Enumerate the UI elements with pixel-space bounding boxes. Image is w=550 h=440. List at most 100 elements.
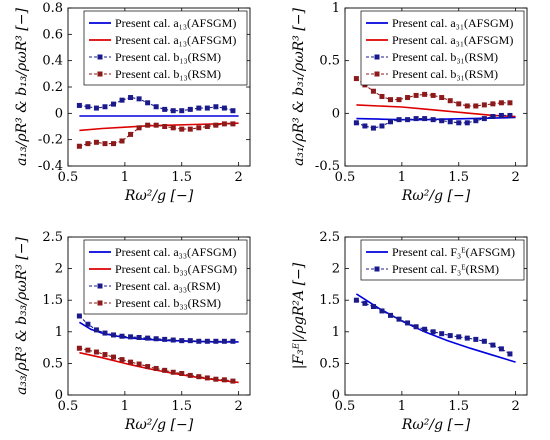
y-tick-label: 2.5 [42, 230, 63, 245]
legend-marker [374, 54, 380, 60]
data-point [204, 375, 210, 381]
data-point [145, 100, 151, 106]
data-point [456, 334, 462, 340]
data-point [473, 103, 479, 109]
x-axis-label: Rω²/g [−] [124, 417, 194, 433]
data-point [388, 312, 393, 318]
legend-label: Present cal. a₃₃(RSM) [115, 279, 220, 293]
data-point [481, 338, 487, 344]
data-point [119, 357, 125, 363]
data-point [170, 125, 176, 131]
data-point [430, 117, 436, 123]
data-point [396, 316, 402, 322]
y-tick-label: 0.5 [319, 356, 340, 371]
y-tick-label: 1 [332, 325, 340, 340]
data-point [111, 354, 116, 360]
data-point [179, 371, 185, 377]
legend: Present cal. a₃₃(AFSGM) Present cal. b₃₃(… [83, 239, 248, 315]
plot-area [353, 293, 516, 363]
x-tick-label: 1 [121, 170, 129, 185]
legend-marker [374, 71, 380, 77]
plot-frame [344, 7, 528, 167]
data-point [507, 100, 513, 106]
data-point [221, 377, 227, 383]
x-tick-label: 2 [234, 170, 242, 185]
data-point [153, 336, 159, 342]
data-point [93, 327, 99, 333]
data-point [111, 101, 116, 107]
legend-box [83, 239, 248, 315]
data-point [170, 337, 176, 343]
x-tick-label: 1.5 [171, 399, 192, 414]
plot-area [76, 313, 239, 384]
data-point [187, 372, 193, 378]
data-point [93, 105, 99, 111]
data-point [93, 139, 99, 145]
data-point [213, 122, 219, 128]
y-tick-label: -0.4 [38, 159, 63, 174]
data-point [136, 125, 142, 131]
data-point [422, 116, 428, 122]
data-point [119, 97, 125, 103]
data-point [439, 331, 445, 337]
legend-entry: Present cal. b₃₁(RSM) [366, 67, 498, 81]
data-point [456, 120, 462, 126]
x-tick-label: 1 [398, 170, 406, 185]
data-point [85, 347, 91, 353]
data-point [473, 118, 479, 124]
y-tick-label: -0.5 [315, 159, 340, 174]
y-tick-label: 2.5 [319, 230, 340, 245]
data-point [187, 338, 193, 344]
data-point [362, 123, 368, 129]
data-point [379, 308, 385, 314]
legend-box [360, 10, 525, 86]
data-point [230, 378, 236, 384]
legend-entry: Present cal. F₃ᴱ(RSM) [366, 262, 499, 276]
legend-label: Present cal. a₃₃(AFSGM) [115, 245, 236, 259]
data-point [362, 300, 368, 306]
y-axis-label: a₃₁/ρR³ & b₃₁/ρωR³ [−] [291, 8, 307, 166]
series-line-2 [79, 351, 239, 384]
x-tick-label: 0.5 [58, 399, 79, 414]
legend-entry: Present cal. a₃₁(AFSGM) [366, 33, 513, 47]
data-point [119, 333, 125, 339]
data-point [230, 338, 236, 344]
data-point [204, 124, 210, 129]
y-tick-label: 0.5 [42, 356, 63, 371]
legend-entry: Present cal. a₃₃(AFSGM) [89, 245, 236, 259]
legend-label: Present cal. F₃ᴱ(RSM) [392, 262, 499, 276]
chart-panel-1: 0.5 1 1.5 2 -0.4 -0.2 0 0.2 0.4 0.6 0.8 Rω²/g [−] a₁… [14, 1, 251, 204]
data-point [230, 108, 236, 114]
data-point [405, 117, 411, 123]
data-point [76, 313, 82, 319]
data-point [370, 125, 376, 131]
data-point [162, 124, 168, 129]
data-point [370, 304, 376, 310]
data-point [473, 336, 479, 342]
data-point [456, 101, 462, 107]
data-point [221, 105, 227, 111]
data-point [388, 119, 393, 125]
data-point [464, 120, 470, 126]
data-point [179, 126, 185, 132]
x-tick-label: 2 [234, 399, 242, 414]
x-tick-label: 1 [398, 399, 406, 414]
legend-marker [97, 54, 103, 60]
x-tick-label: 0.5 [58, 170, 79, 185]
data-point [379, 123, 385, 129]
legend-label: Present cal. b₁₃(RSM) [115, 50, 221, 64]
data-point [422, 326, 428, 332]
legend-entry: Present cal. a₃₃(RSM) [89, 279, 220, 293]
x-axis-label: Rω²/g [−] [401, 188, 471, 204]
data-point [153, 122, 159, 128]
legend-entry: Present cal. a₁₃(AFSGM) [89, 16, 236, 30]
data-point [353, 297, 359, 303]
data-point [405, 320, 411, 326]
x-tick-label: 1.5 [171, 170, 192, 185]
data-point [498, 112, 504, 118]
legend-box [360, 239, 525, 281]
data-point [76, 102, 82, 108]
